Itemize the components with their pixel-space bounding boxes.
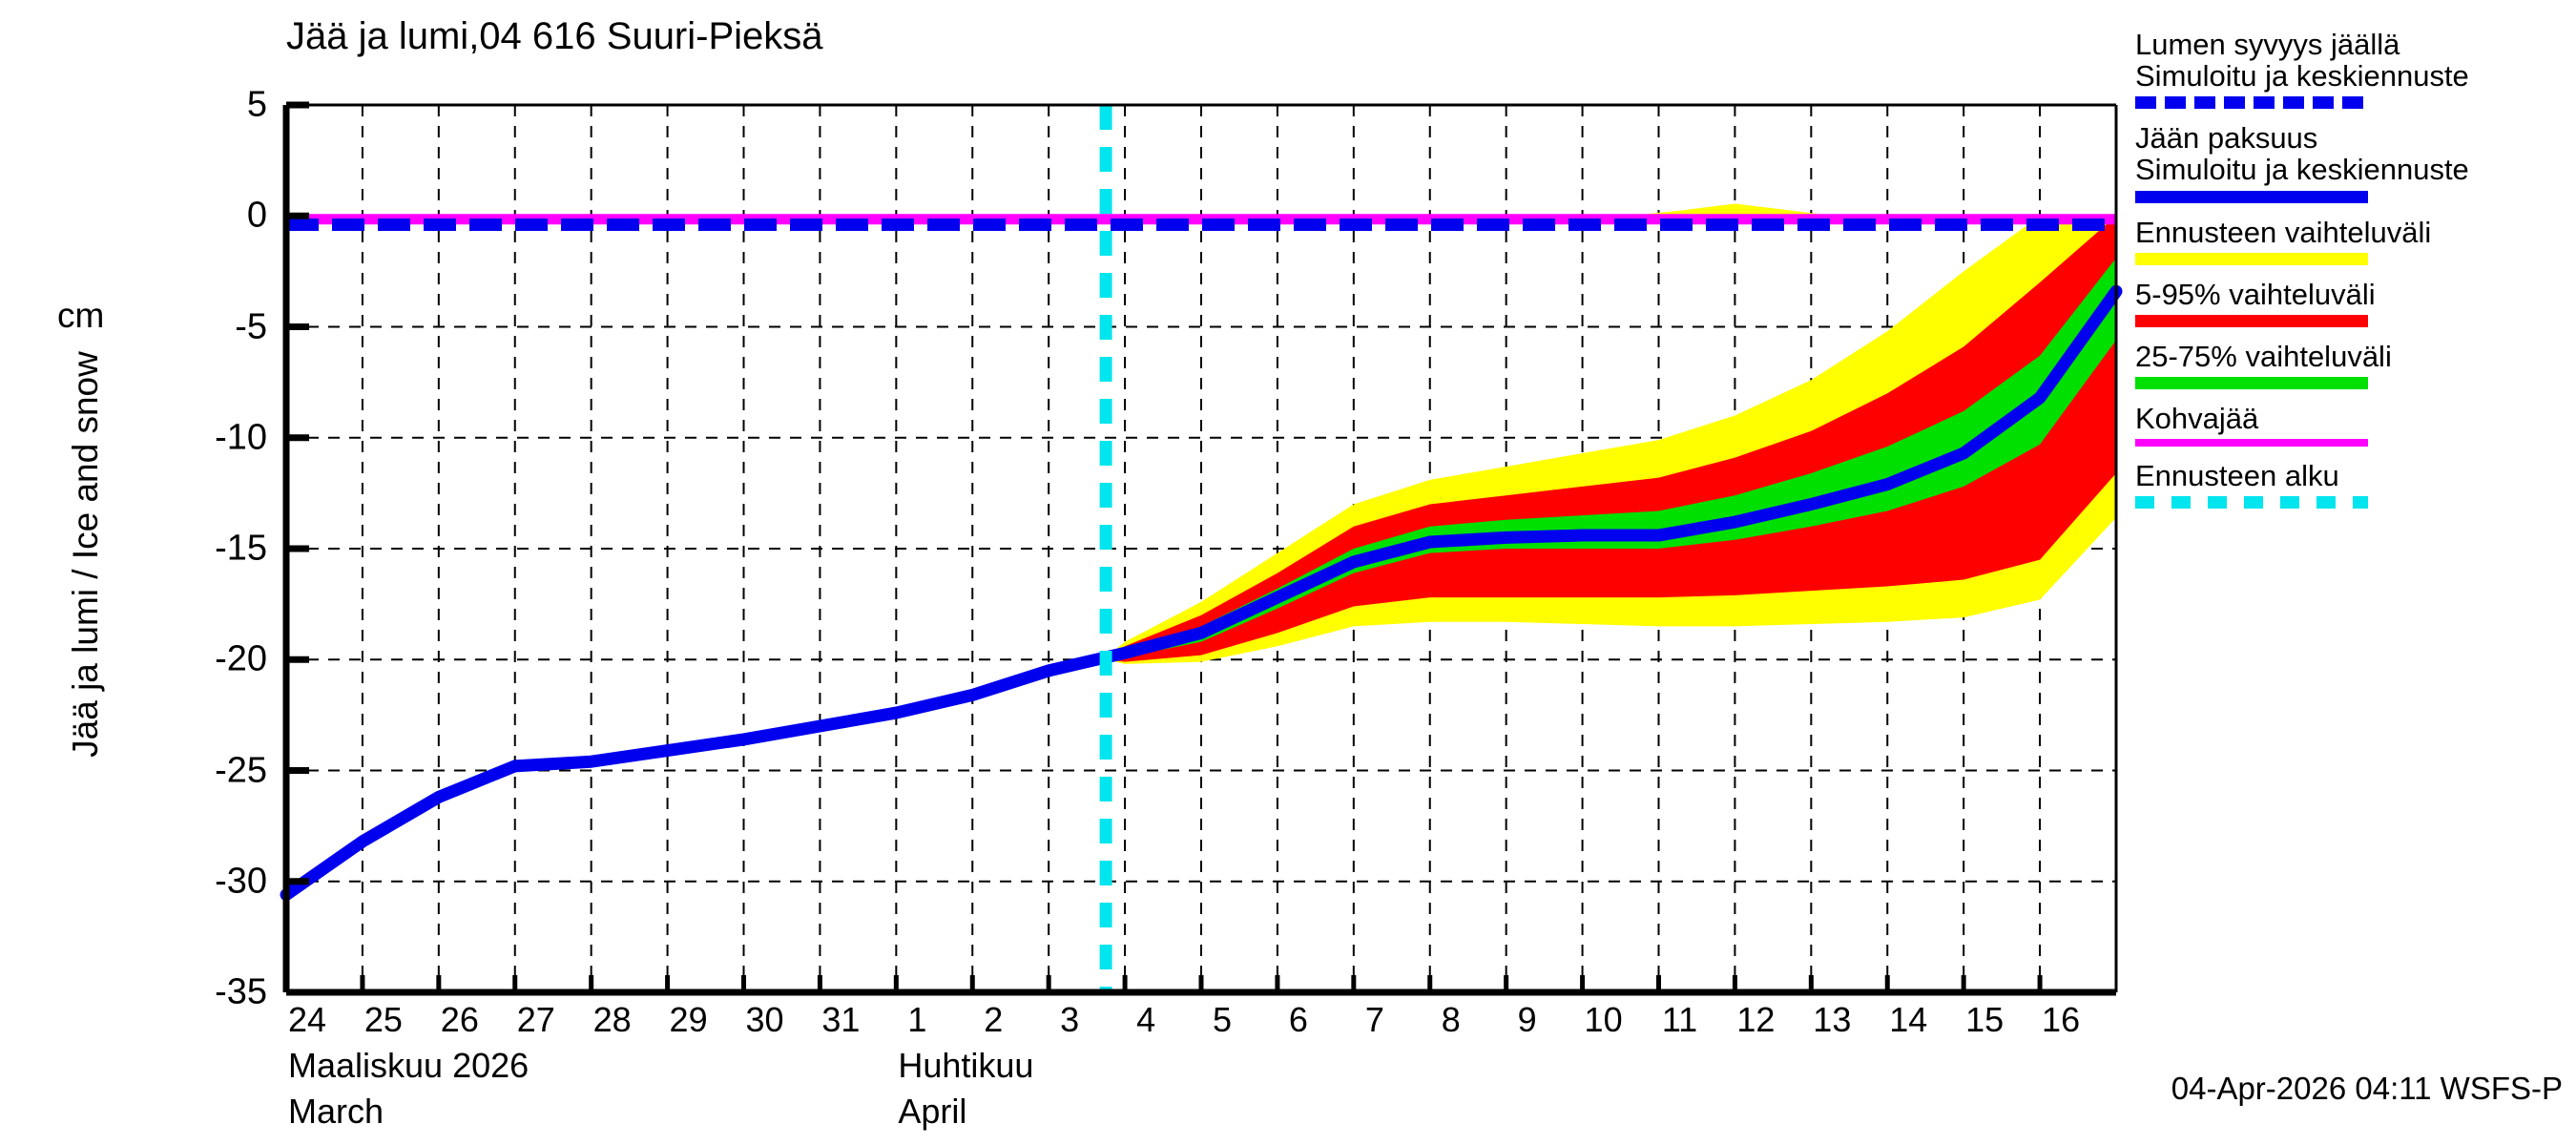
- x-tick-label: 28: [592, 1000, 632, 1039]
- legend: Lumen syvyys jäällä Simuloitu ja keskienn…: [2135, 29, 2574, 522]
- legend-entry-subtitle: Simuloitu ja keskiennuste: [2135, 153, 2469, 187]
- month-label-secondary: April: [898, 1092, 967, 1131]
- x-tick-label: 14: [1889, 1000, 1928, 1039]
- y-tick-label: -5: [235, 306, 267, 346]
- x-tick-label: 6: [1288, 1000, 1308, 1039]
- x-tick-label: 30: [745, 1000, 784, 1039]
- legend-entry-title: Lumen syvyys jäällä: [2135, 28, 2400, 61]
- legend-entry-subtitle: Simuloitu ja keskiennuste: [2135, 59, 2469, 94]
- x-tick-label: 26: [440, 1000, 479, 1039]
- y-tick-label: -10: [215, 417, 267, 458]
- legend-entry-title: 5-95% vaihteluväli: [2135, 277, 2376, 311]
- y-tick-label: -30: [215, 861, 267, 902]
- x-tick-label: 13: [1813, 1000, 1852, 1039]
- legend-entry-title: Kohvajää: [2135, 402, 2259, 436]
- x-tick-label: 4: [1136, 1000, 1156, 1039]
- line-ice-thickness: [280, 284, 2123, 902]
- x-tick-label: 8: [1441, 1000, 1461, 1039]
- y-tick-label: 0: [246, 195, 267, 236]
- legend-entry: 5-95% vaihteluväli: [2135, 279, 2574, 327]
- x-tick-label: 16: [2042, 1000, 2081, 1039]
- x-tick-label: 27: [516, 1000, 555, 1039]
- y-axis-ticks: 5 0 -5 -10 -15 -20 -25 -30 -35: [76, 0, 267, 1145]
- x-tick-label: 5: [1212, 1000, 1233, 1039]
- legend-entry: 25-75% vaihteluväli: [2135, 339, 2574, 390]
- x-tick-label: 9: [1517, 1000, 1537, 1039]
- x-tick-label: 15: [1965, 1000, 2005, 1039]
- y-tick-label: -20: [215, 638, 267, 679]
- x-tick-label: 10: [1584, 1000, 1623, 1039]
- month-label-primary: Maaliskuu 2026: [288, 1046, 530, 1085]
- x-tick-label: 24: [287, 1000, 327, 1039]
- legend-entry-title: Jään paksuus: [2135, 121, 2318, 156]
- x-tick-label: 29: [669, 1000, 708, 1039]
- x-tick-label: 2: [984, 1000, 1004, 1039]
- x-tick-label: 7: [1364, 1000, 1384, 1039]
- x-tick-label: 31: [821, 1000, 861, 1039]
- footer-timestamp: 04-Apr-2026 04:11 WSFS-P: [2171, 1071, 2563, 1106]
- legend-entry: Ennusteen vaihteluväli: [2135, 215, 2574, 265]
- legend-swatch-solid-yellow: [2135, 252, 2368, 265]
- legend-entry: Lumen syvyys jäällä Simuloitu ja keskienn…: [2135, 28, 2574, 110]
- legend-entry: Kohvajää: [2135, 402, 2574, 448]
- month-label-secondary: March: [288, 1092, 384, 1131]
- month-label-primary: Huhtikuu: [898, 1046, 1034, 1085]
- x-tick-label: 3: [1060, 1000, 1080, 1039]
- x-tick-label: 11: [1661, 1000, 1698, 1039]
- legend-swatch-dashed-blue: [2135, 96, 2368, 110]
- legend-swatch-solid-magenta: [2135, 439, 2368, 448]
- x-tick-label: 1: [907, 1000, 927, 1039]
- legend-entry-title: 25-75% vaihteluväli: [2135, 339, 2392, 373]
- y-tick-label: 5: [246, 84, 267, 125]
- band-snow-depth-range: [1628, 203, 1835, 217]
- y-tick-label: -35: [215, 971, 267, 1012]
- x-tick-label: 12: [1736, 1000, 1776, 1039]
- y-tick-label: -15: [215, 528, 267, 569]
- legend-swatch-solid-green: [2135, 377, 2368, 390]
- legend-swatch-solid-blue: [2135, 190, 2368, 203]
- legend-entry-title: Ennusteen alku: [2135, 459, 2339, 493]
- legend-entry-title: Ennusteen vaihteluväli: [2135, 215, 2432, 249]
- y-axis-unit: cm: [57, 296, 105, 335]
- legend-swatch-solid-red: [2135, 314, 2368, 327]
- legend-swatch-dashed-cyan: [2135, 496, 2368, 510]
- page-title: Jää ja lumi,04 616 Suuri-Pieksä: [286, 15, 823, 57]
- y-tick-label: -25: [215, 750, 267, 790]
- legend-entry: Jään paksuus Simuloitu ja keskiennuste: [2135, 121, 2574, 203]
- legend-entry: Ennusteen alku: [2135, 459, 2574, 510]
- x-tick-label: 25: [364, 1000, 403, 1039]
